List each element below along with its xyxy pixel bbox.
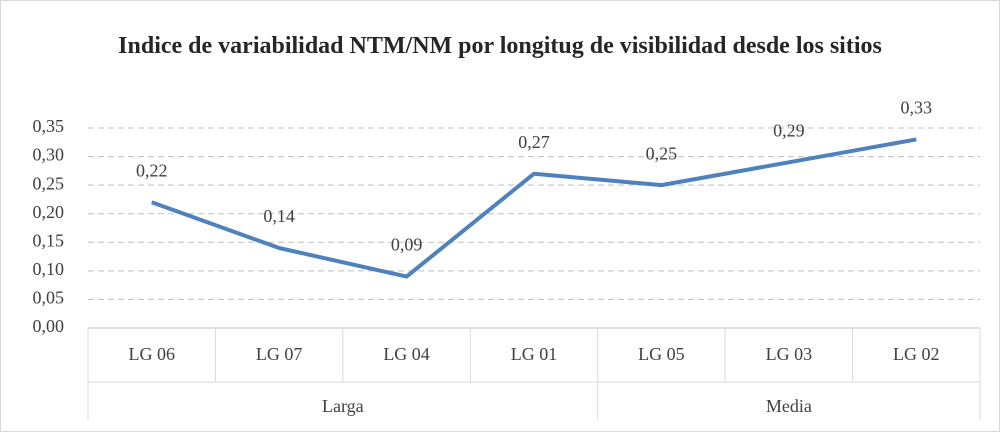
data-label: 0,29 (773, 120, 805, 140)
group-label: Media (766, 396, 812, 416)
x-tick-label: LG 05 (638, 344, 685, 364)
data-line (151, 137, 917, 279)
x-tick-label: LG 06 (128, 344, 175, 364)
chart-title: Indice de variabilidad NTM/NM por longit… (118, 33, 882, 59)
y-tick-label: 0,25 (33, 173, 65, 193)
y-tick-label: 0,00 (33, 316, 65, 336)
y-tick-label: 0,10 (33, 259, 65, 279)
data-label: 0,27 (518, 132, 550, 152)
data-label: 0,09 (391, 235, 423, 255)
x-tick-label: LG 04 (383, 344, 430, 364)
data-label: 0,25 (646, 143, 678, 163)
group-label: Larga (322, 396, 364, 416)
y-tick-label: 0,15 (33, 230, 65, 250)
y-tick-label: 0,30 (33, 145, 65, 165)
x-tick-label: LG 01 (511, 344, 558, 364)
data-label: 0,14 (263, 206, 295, 226)
data-label: 0,22 (136, 160, 168, 180)
x-tick-label: LG 02 (893, 344, 940, 364)
y-tick-label: 0,05 (33, 288, 65, 308)
x-tick-label: LG 07 (256, 344, 303, 364)
y-tick-label: 0,20 (33, 202, 65, 222)
y-tick-label: 0,35 (33, 116, 65, 136)
x-tick-label: LG 03 (766, 344, 813, 364)
data-label: 0,33 (901, 98, 933, 118)
